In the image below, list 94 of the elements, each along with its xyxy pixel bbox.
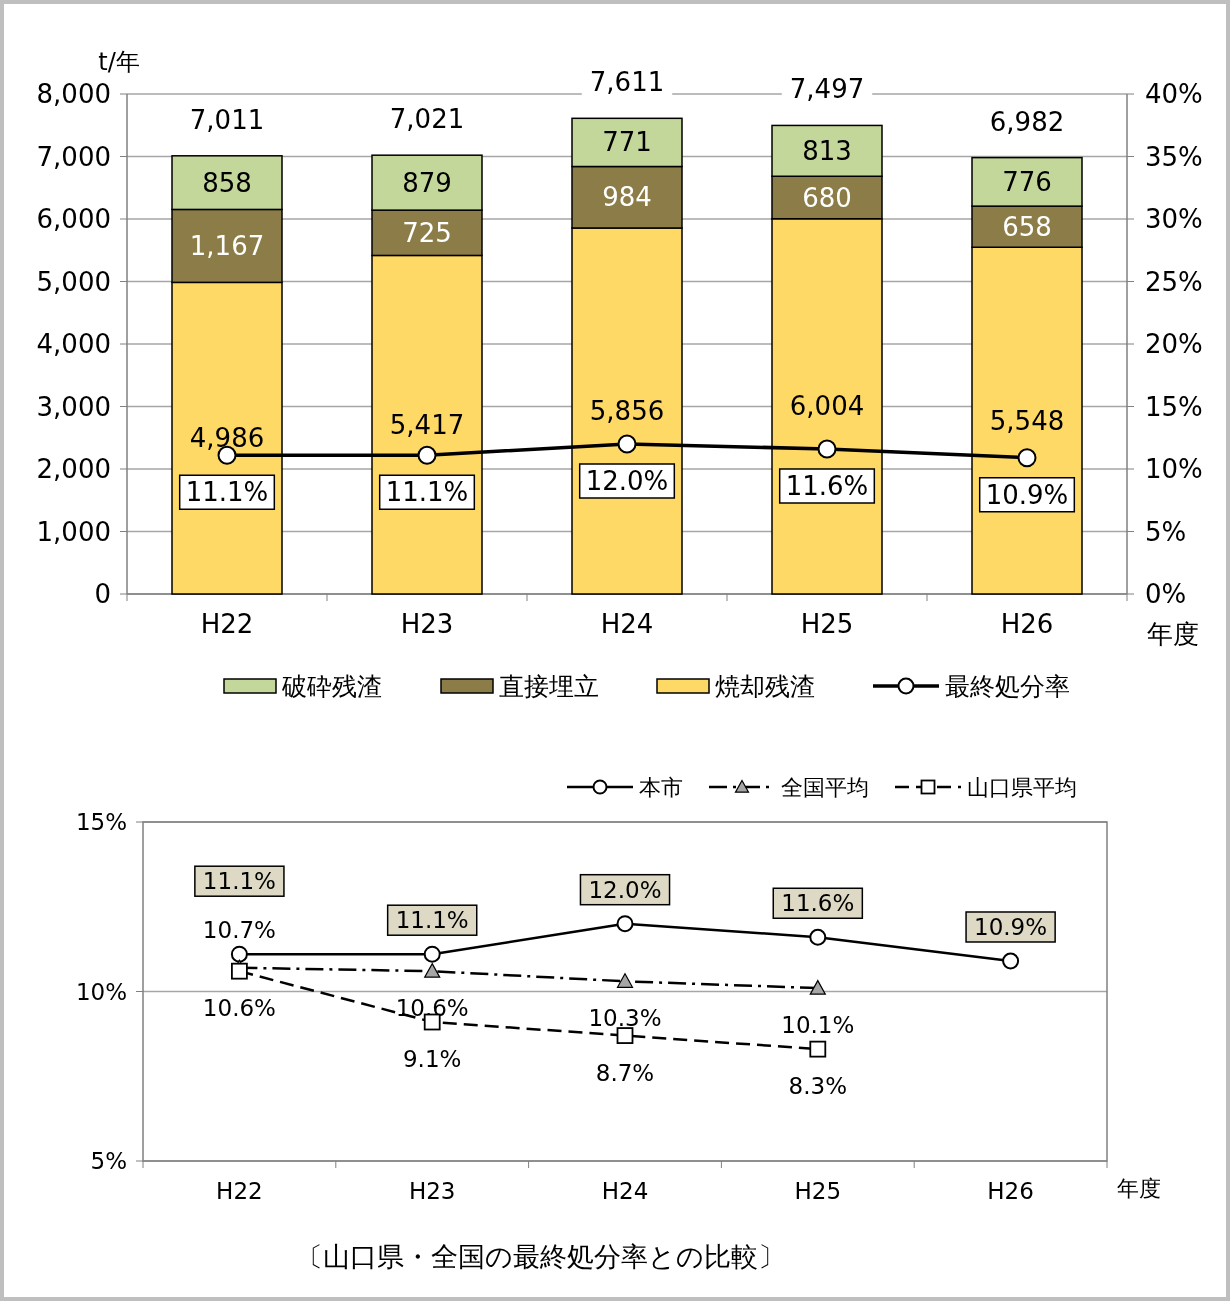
- data-label: 9.1%: [402, 1046, 462, 1073]
- data-label: 12.0%: [585, 466, 669, 496]
- x-tick-label: H26: [1000, 609, 1054, 639]
- y-tick-label: 3,000: [36, 391, 111, 422]
- legend-label: 最終処分率: [945, 671, 1070, 701]
- total-label: 7,021: [389, 104, 465, 135]
- point: [424, 963, 441, 978]
- data-label: 10.6%: [202, 995, 276, 1022]
- data-label: 10.3%: [588, 1005, 662, 1032]
- point: [231, 962, 248, 980]
- legend-label: 本市: [639, 774, 683, 800]
- x-tick-label: H22: [216, 1178, 263, 1204]
- point: [1017, 448, 1037, 468]
- x-tick-label: H26: [987, 1178, 1034, 1204]
- y-tick-label: 6,000: [36, 204, 111, 234]
- point: [423, 945, 441, 963]
- y-tick-label: 5,000: [36, 266, 111, 297]
- data-label: 10.9%: [985, 479, 1069, 510]
- point: [616, 973, 634, 988]
- y-tick-label: 8,000: [36, 79, 111, 109]
- data-label: 6,004: [789, 391, 865, 422]
- y2-tick-label: 25%: [1145, 266, 1203, 297]
- data-label: 11.1%: [395, 907, 469, 934]
- data-label: 680: [802, 182, 852, 213]
- legend-label: 直接埋立: [499, 671, 599, 701]
- data-label: 11.6%: [785, 471, 869, 501]
- y2-tick-label: 10%: [1145, 454, 1203, 484]
- x-tick-label: H24: [600, 609, 654, 639]
- x-tick-label: H23: [408, 1178, 456, 1204]
- y2-tick-label: 20%: [1145, 329, 1203, 359]
- data-label: 5,417: [389, 409, 465, 440]
- point: [417, 445, 437, 465]
- data-label: 8.3%: [788, 1073, 848, 1100]
- data-label: 725: [402, 217, 452, 248]
- data-label: 4,986: [189, 423, 265, 454]
- y-tick-label: 5%: [90, 1148, 127, 1174]
- y-tick-label: 7,000: [36, 141, 111, 172]
- point: [809, 1040, 827, 1058]
- y-tick-label: 15%: [75, 809, 127, 835]
- data-label: 813: [802, 135, 852, 166]
- y2-tick-label: 35%: [1145, 141, 1203, 172]
- data-label: 10.7%: [202, 916, 276, 943]
- y-tick-label: 0: [94, 579, 111, 609]
- x-tick-label: H22: [200, 609, 254, 639]
- point: [616, 915, 634, 933]
- data-label: 858: [202, 167, 252, 198]
- x-tick-label: H25: [800, 609, 854, 639]
- y-tick-label: 1,000: [36, 516, 111, 547]
- total-label: 6,982: [989, 106, 1065, 137]
- data-label: 10.9%: [974, 913, 1048, 940]
- data-label: 11.6%: [781, 890, 855, 917]
- text: 〔山口県・全国の最終処分率との比較〕: [295, 1240, 785, 1272]
- x-axis-title: 年度: [1117, 1175, 1161, 1201]
- data-label: 5,548: [989, 405, 1065, 436]
- data-label: 11.1%: [385, 477, 469, 508]
- x-tick-label: H24: [601, 1178, 649, 1204]
- point: [817, 439, 837, 459]
- x-tick-label: H23: [400, 609, 454, 639]
- data-label: 10.1%: [781, 1012, 855, 1039]
- total-label: 7,011: [189, 104, 265, 135]
- point: [230, 945, 248, 963]
- data-label: 658: [1002, 211, 1052, 242]
- point: [616, 1027, 634, 1044]
- y2-tick-label: 40%: [1145, 79, 1203, 109]
- x-axis-title: 年度: [1147, 619, 1199, 649]
- data-label: 8.7%: [595, 1059, 655, 1086]
- legend-label: 焼却残渣: [715, 671, 815, 701]
- total-label: 7,497: [789, 74, 865, 105]
- total-label: 7,611: [589, 67, 665, 98]
- data-label: 771: [602, 127, 652, 158]
- y-tick-label: 2,000: [36, 454, 111, 484]
- data-label: 776: [1002, 166, 1052, 197]
- y-tick-label: 10%: [75, 978, 127, 1005]
- data-label: 1,167: [189, 230, 265, 261]
- data-label: 879: [402, 167, 452, 198]
- data-label: 11.1%: [202, 868, 276, 895]
- x-tick-label: H25: [794, 1178, 842, 1204]
- y2-tick-label: 15%: [1145, 391, 1203, 422]
- legend-label: 山口県平均: [967, 774, 1077, 800]
- y2-tick-label: 30%: [1145, 204, 1203, 234]
- data-label: 5,856: [589, 396, 665, 426]
- legend-label: 全国平均: [781, 774, 869, 800]
- y2-tick-label: 0%: [1145, 579, 1187, 609]
- y-tick-label: 4,000: [36, 329, 111, 359]
- point: [809, 928, 827, 946]
- point: [1002, 952, 1020, 970]
- point: [617, 434, 637, 454]
- data-label: 984: [602, 182, 652, 213]
- data-label: 11.1%: [185, 477, 269, 508]
- y-axis-title: t/年: [98, 48, 140, 76]
- legend-label: 破砕残渣: [281, 671, 382, 701]
- data-label: 12.0%: [588, 876, 662, 903]
- y2-tick-label: 5%: [1145, 516, 1187, 547]
- point: [809, 980, 826, 995]
